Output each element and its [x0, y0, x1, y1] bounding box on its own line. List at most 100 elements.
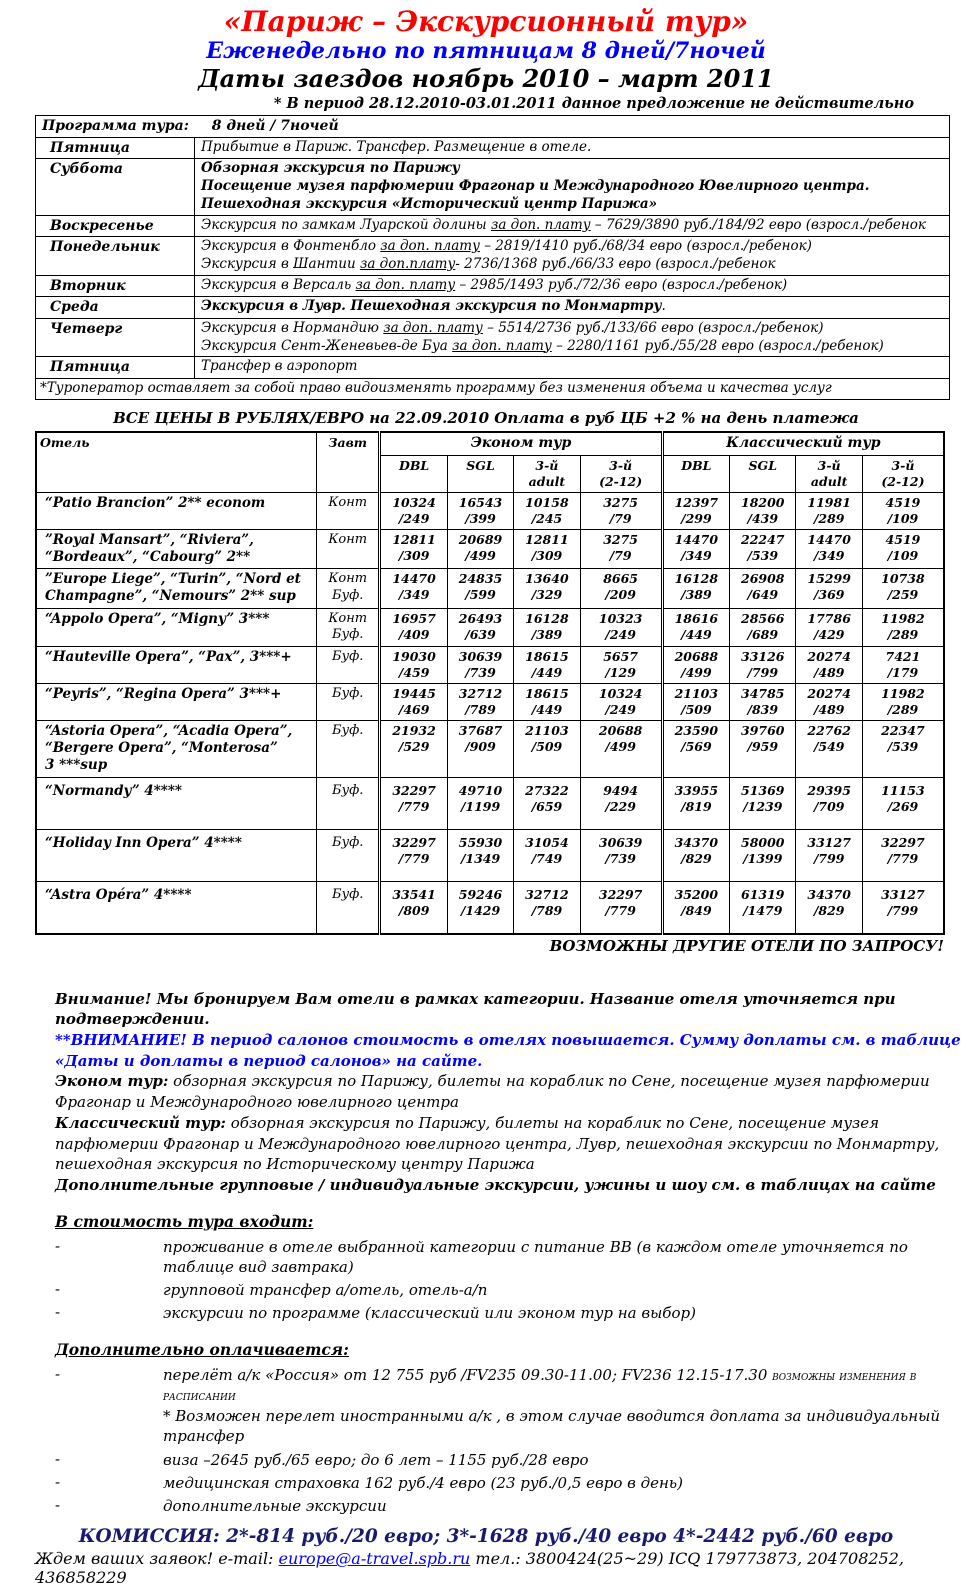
validity-note: * В период 28.12.2010-03.01.2011 данное … — [273, 95, 914, 113]
text-segment: – 2280/1161 руб./55/28 евро (взросл./реб… — [551, 337, 884, 354]
price-rub: 32297 — [881, 834, 925, 850]
hotel-name-cell: “Holiday Inn Opera” 4**** — [35, 828, 318, 882]
hotel-price-row: “Astra Opéra” 4**** Буф. 33541/809 59246/14… — [35, 880, 945, 935]
price-rub: 11981 — [807, 494, 851, 510]
subcol-line: 3-й — [535, 457, 559, 473]
bullet-dash: - — [55, 1496, 61, 1515]
bullet-dash: - — [55, 1449, 61, 1468]
day-name-cell: Четверг — [35, 317, 195, 358]
text-segment: за доп. плату — [452, 337, 552, 354]
price-cell: 26493/639 — [446, 607, 515, 647]
note-text: обзорная экскурсия по Парижу, билеты на … — [55, 1072, 930, 1112]
price-cell: 14470/349 — [378, 568, 448, 609]
price-eur: /799 — [887, 902, 919, 918]
text-segment: – 7629/3890 руб./184/92 евро (взросл./ре… — [590, 216, 926, 233]
price-eur: /389 — [681, 587, 712, 603]
hotel-price-row: “Peyris”, “Regina Opera” 3***+ Буф. 19445/… — [35, 682, 945, 721]
breakfast-cell: Буф. — [316, 828, 381, 882]
breakfast-line: Буф. — [332, 587, 364, 603]
bullet-text: медицинская страховка 162 руб./4 евро (2… — [163, 1473, 964, 1493]
price-eur: /109 — [887, 510, 919, 526]
price-rub: 4519 — [885, 531, 921, 547]
day-description-cell: Прибытие в Париж. Трансфер. Размещение в… — [194, 136, 950, 160]
price-eur: /269 — [887, 798, 919, 814]
price-cell: 12811/309 — [378, 528, 448, 570]
price-eur: /499 — [681, 664, 712, 680]
text-segment: – 5514/2736 руб./133/66 евро (взросл./ре… — [482, 319, 824, 336]
price-rub: 16128 — [525, 610, 569, 626]
email-link[interactable]: europe@a-travel.spb.ru — [278, 1549, 471, 1569]
price-rub: 10738 — [881, 571, 925, 587]
list-item: - проживание в отеле выбранной категории … — [55, 1237, 964, 1278]
hotel-name-line: “Bordeaux”, “Cabourg” 2** — [45, 548, 251, 565]
day-description-cell: Экскурсия в Фонтенбло за доп. плату – 28… — [194, 236, 950, 276]
page-title: «Париж – Экскурсионный тур» — [223, 5, 749, 38]
price-rub: 18200 — [741, 494, 785, 510]
price-rub: 51369 — [741, 782, 785, 798]
hotel-name-cell: “Astoria Opera”, “Acadia Opera”, “Bergere… — [35, 719, 318, 778]
program-header-value: 8 дней / 7ночей — [211, 118, 339, 135]
price-eur: /349 — [681, 547, 712, 563]
price-cell: 13640/329 — [513, 568, 581, 609]
paid-extra-section: Дополнительно оплачивается: - перелёт а/к… — [55, 1340, 964, 1517]
price-rub: 39760 — [741, 722, 785, 738]
breakfast-cell: Буф. — [316, 682, 381, 721]
price-cell: 23590/569 — [660, 719, 731, 778]
price-eur: /799 — [747, 664, 779, 680]
price-eur: /209 — [605, 587, 636, 603]
price-rub: 18615 — [525, 648, 569, 664]
price-rub: 30639 — [598, 834, 643, 850]
program-day-row: Пятница Трансфер в аэропорт — [35, 356, 950, 379]
price-subcolumn-header: 3-й (2-12) — [861, 454, 945, 493]
commission-text: 2*-814 руб./20 евро; 3*-1628 руб./40 евр… — [219, 1526, 894, 1548]
price-rub: 61319 — [741, 886, 785, 902]
price-cell: 5657/129 — [579, 645, 663, 684]
day-description-cell: Экскурсия в Версаль за доп. плату – 2985… — [194, 274, 950, 298]
price-eur: /299 — [681, 510, 712, 526]
breakfast-line: Буф. — [332, 685, 364, 701]
bullet-text: групповой трансфер а/отель, отель-а/п — [163, 1280, 964, 1300]
text-segment: Экскурсия в Шантии — [201, 256, 360, 273]
price-rub: 11982 — [881, 610, 925, 626]
price-eur: /779 — [887, 850, 919, 866]
price-caption: ВСЕ ЦЕНЫ В РУБЛЯХ/ЕВРО на 22.09.2010 Опл… — [113, 408, 859, 427]
price-cell: 3275/79 — [579, 491, 663, 530]
price-subcolumn-header: 3-й (2-12) — [579, 454, 663, 493]
hotel-name-line: ”Royal Mansart”, “Riviera”, — [45, 531, 254, 548]
price-cell: 32297/779 — [861, 828, 945, 882]
text-segment: Прибытие в Париж. Трансфер. Размещение в… — [201, 138, 592, 155]
included-section: В стоимость тура входит: - проживание в о… — [55, 1212, 964, 1324]
text-segment: . — [661, 298, 666, 315]
price-eur: /549 — [813, 738, 845, 754]
subcol-line: 3-й — [609, 457, 633, 473]
price-cell: 11982/289 — [861, 607, 945, 647]
price-rub: 26493 — [458, 610, 503, 626]
hotel-name-line: “Astoria Opera”, “Acadia Opera”, — [45, 722, 293, 739]
price-cell: 16128/389 — [513, 607, 581, 647]
price-eur: /1399 — [743, 850, 783, 866]
price-cell: 59246/1429 — [446, 880, 515, 935]
hotel-price-row: “Hauteville Opera”, “Pax”, 3***+ Буф. 1903… — [35, 645, 945, 684]
price-rub: 16128 — [674, 571, 719, 587]
price-eur: /389 — [531, 626, 563, 642]
bullet-text: виза –2645 руб./65 евро; до 6 лет – 1155… — [163, 1450, 964, 1470]
price-eur: /449 — [681, 626, 712, 642]
price-eur: /839 — [747, 701, 779, 717]
hotel-name-line: Champagne”, “Nemours” 2** sup — [45, 588, 296, 605]
hotel-name-cell: “Astra Opéra” 4**** — [35, 880, 318, 935]
price-cell: 10324/249 — [378, 491, 448, 530]
contact-footer: Ждем ваших заявок! e-mail: europe@a-trav… — [35, 1549, 972, 1587]
text-segment: за доп.плату — [359, 256, 456, 273]
price-eur: /1479 — [743, 902, 783, 918]
price-rub: 28566 — [741, 610, 785, 626]
price-rub: 22347 — [881, 722, 925, 738]
program-line: Экскурсия в Фонтенбло за доп. плату – 28… — [201, 238, 943, 256]
price-rub: 32712 — [458, 685, 503, 701]
price-eur: /249 — [605, 626, 636, 642]
text-segment: – 2819/1410 руб./68/34 евро (взросл./реб… — [479, 238, 812, 255]
subcol-line: SGL — [466, 457, 495, 473]
price-rub: 12397 — [674, 494, 719, 510]
price-eur: /349 — [398, 587, 430, 603]
note-paragraph: **ВНИМАНИЕ! В период салонов стоимость в… — [55, 1030, 964, 1071]
price-eur: /439 — [747, 510, 779, 526]
